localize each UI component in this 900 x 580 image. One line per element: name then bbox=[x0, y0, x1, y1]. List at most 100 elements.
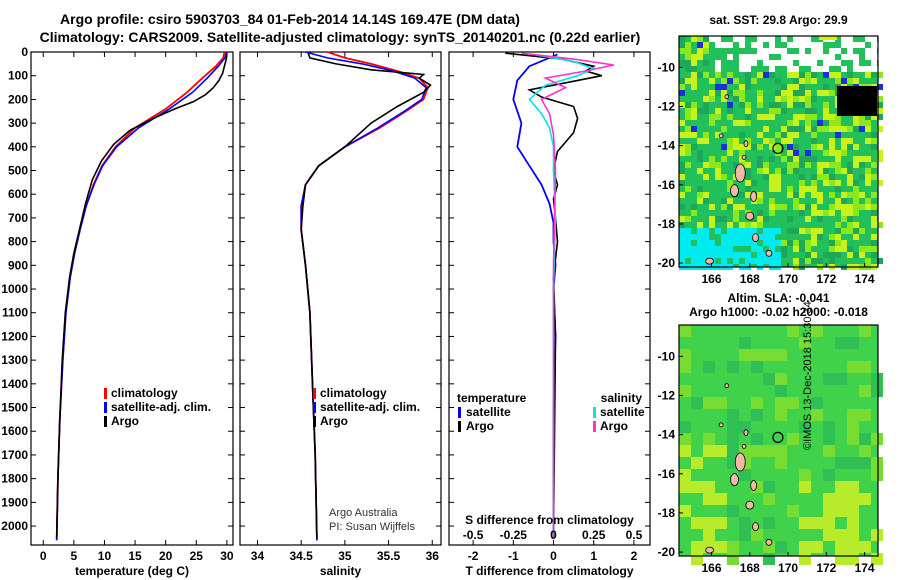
map-cell bbox=[835, 168, 841, 174]
map-cell bbox=[811, 210, 817, 216]
map-cell bbox=[685, 252, 691, 258]
map-cell bbox=[871, 246, 877, 252]
map-cell bbox=[799, 114, 805, 120]
map-cell bbox=[877, 108, 883, 114]
map-cell bbox=[787, 240, 793, 246]
map-cell bbox=[745, 192, 751, 198]
map-cell bbox=[847, 517, 859, 529]
map-cell bbox=[763, 373, 775, 385]
map-cell bbox=[823, 90, 829, 96]
map-cell bbox=[823, 517, 835, 529]
map-cell bbox=[715, 216, 721, 222]
island bbox=[765, 249, 773, 257]
map-cell bbox=[835, 252, 841, 258]
map-cell bbox=[709, 246, 715, 252]
x-axis-label: salinity bbox=[320, 564, 362, 578]
map-cell bbox=[847, 529, 859, 541]
map-cell bbox=[715, 246, 721, 252]
map-cell bbox=[871, 234, 877, 240]
map-cell bbox=[751, 433, 763, 445]
map-cell bbox=[865, 246, 871, 252]
map-cell bbox=[769, 210, 775, 216]
map-cell bbox=[835, 228, 841, 234]
map-cell bbox=[817, 66, 823, 72]
map-cell bbox=[745, 144, 751, 150]
map-cell bbox=[727, 222, 733, 228]
map-cell bbox=[739, 96, 745, 102]
map-cell bbox=[745, 168, 751, 174]
map-cell bbox=[691, 72, 697, 78]
map-cell bbox=[829, 114, 835, 120]
y-tick-label: -16 bbox=[658, 178, 676, 192]
map-cell bbox=[703, 529, 715, 541]
map-cell bbox=[775, 174, 781, 180]
map-cell bbox=[799, 421, 811, 433]
map-cell bbox=[793, 54, 799, 60]
map-cell bbox=[751, 529, 763, 541]
map-cell bbox=[811, 228, 817, 234]
map-cell bbox=[793, 246, 799, 252]
map-cell bbox=[697, 246, 703, 252]
island bbox=[750, 480, 758, 491]
map-cell bbox=[829, 138, 835, 144]
map-cell bbox=[703, 493, 715, 505]
map-cell bbox=[751, 180, 757, 186]
map-cell bbox=[709, 120, 715, 126]
map-cell bbox=[757, 234, 763, 240]
map-cell bbox=[715, 493, 727, 505]
map-cell bbox=[763, 54, 769, 60]
map-cell bbox=[847, 252, 853, 258]
map-cell bbox=[847, 174, 853, 180]
map-cell bbox=[859, 493, 871, 505]
map-cell bbox=[715, 252, 721, 258]
map-cell bbox=[781, 84, 787, 90]
map-cell bbox=[769, 66, 775, 72]
map-cell bbox=[787, 54, 793, 60]
map-cell bbox=[835, 457, 847, 469]
map-cell bbox=[871, 174, 877, 180]
map-cell bbox=[847, 192, 853, 198]
map-cell bbox=[877, 150, 883, 156]
x-tick-label: 35 bbox=[338, 549, 352, 563]
map-cell bbox=[793, 204, 799, 210]
map-cell bbox=[787, 156, 793, 162]
map-cell bbox=[763, 228, 769, 234]
map-cell bbox=[679, 168, 685, 174]
map-cell bbox=[733, 120, 739, 126]
map-cell bbox=[709, 222, 715, 228]
map-cell bbox=[679, 385, 691, 397]
map-cell bbox=[793, 192, 799, 198]
x-tick-label: 34 bbox=[251, 549, 265, 563]
map-cell bbox=[865, 114, 871, 120]
map-cell bbox=[751, 54, 757, 60]
map-cell bbox=[829, 174, 835, 180]
map-cell bbox=[679, 36, 685, 42]
y-tick-label: -16 bbox=[658, 467, 676, 481]
map-subtitle: Argo h1000: -0.02 h2000: -0.018 bbox=[689, 305, 868, 319]
map-cell bbox=[769, 174, 775, 180]
map-cell bbox=[799, 469, 811, 481]
map-cell bbox=[745, 234, 751, 240]
map-cell bbox=[847, 228, 853, 234]
map-cell bbox=[835, 114, 841, 120]
map-cell bbox=[709, 204, 715, 210]
map-cell bbox=[757, 96, 763, 102]
y-tick-label: 1300 bbox=[1, 353, 28, 367]
y-tick-label: -20 bbox=[658, 545, 676, 559]
map-cell bbox=[847, 54, 853, 60]
map-cell bbox=[835, 505, 847, 517]
map-cell bbox=[727, 72, 733, 78]
map-cell bbox=[811, 156, 817, 162]
x-tick-label: 0 bbox=[550, 549, 557, 563]
map-cell bbox=[805, 108, 811, 114]
map-cell bbox=[859, 156, 865, 162]
map-cell bbox=[703, 162, 709, 168]
map-cell bbox=[715, 114, 721, 120]
map-cell bbox=[829, 240, 835, 246]
map-cell bbox=[745, 252, 751, 258]
legend-swatch bbox=[458, 421, 461, 432]
map-cell bbox=[697, 240, 703, 246]
map-cell bbox=[679, 120, 685, 126]
map-cell bbox=[715, 445, 727, 457]
map-cell bbox=[871, 48, 877, 54]
